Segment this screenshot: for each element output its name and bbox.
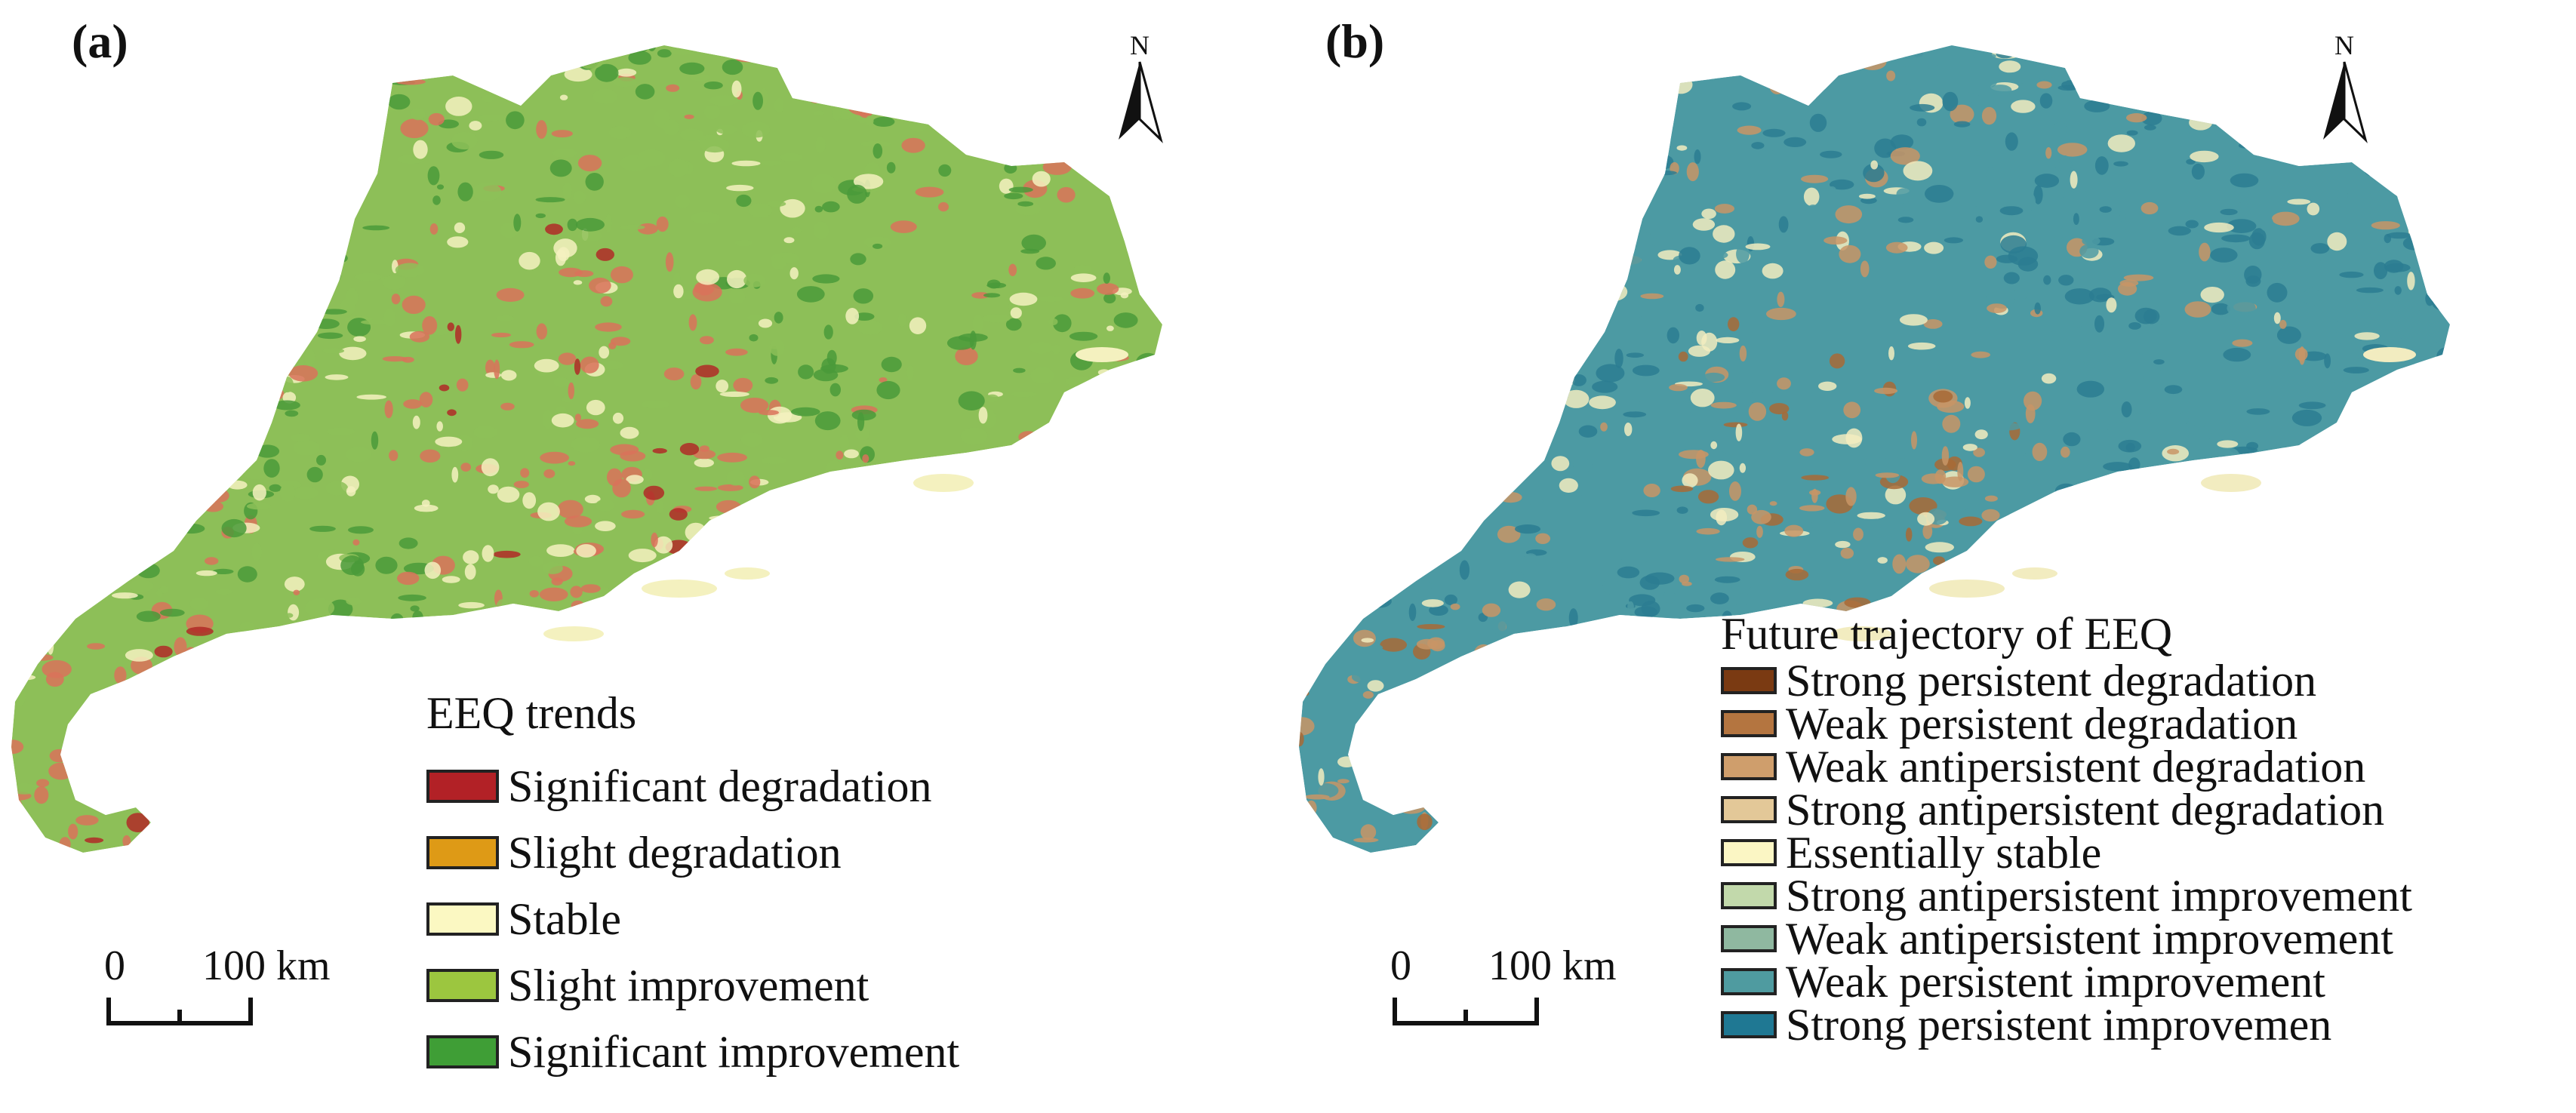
legend-item: Strong persistent degradation [1721,656,2316,705]
island [2363,347,2416,362]
legend-swatch [1721,796,1777,823]
legend-label: Weak persistent degradation [1786,699,2298,749]
scale-bar-a [106,996,264,1030]
scale-zero-a: 0 [104,942,125,989]
map-a-eeq-trends [11,45,1162,853]
legend-item: Strong persistent improvemen [1721,1001,2331,1049]
legend-swatch [426,836,499,869]
island [913,474,974,492]
island [2012,567,2057,580]
scale-distance-b: 100 km [1488,942,1617,989]
legend-label: Slight degradation [508,828,842,878]
panel-b: (b) N Future trajectory of EEQ Strong pe… [1288,0,2576,1113]
legend-swatch [1721,925,1777,952]
legend-label: Essentially stable [1786,828,2102,878]
north-arrow-b: N [2314,30,2374,143]
scale-bar-b [1392,996,1550,1030]
north-label: N [1130,30,1150,60]
legend-swatch [426,1035,499,1068]
legend-title-b: Future trajectory of EEQ [1721,609,2173,659]
scale-distance-a: 100 km [202,942,331,989]
legend-item: Weak antipersistent degradation [1721,743,2365,791]
legend-swatch [1721,839,1777,866]
island [2201,474,2261,492]
island [1076,347,1128,362]
legend-item: Strong antipersistent improvement [1721,872,2412,920]
north-arrow-icon [2323,61,2368,143]
legend-item: Weak persistent improvement [1721,958,2325,1006]
legend-item: Slight improvement [426,961,869,1010]
legend-swatch [1721,753,1777,780]
scale-zero-b: 0 [1390,942,1411,989]
legend-item: Weak antipersistent improvement [1721,915,2393,963]
island [543,626,604,641]
island [725,567,770,580]
legend-label: Significant degradation [508,761,932,811]
legend-swatch [1721,1011,1777,1038]
legend-label: Stable [508,894,621,944]
north-arrow-a: N [1109,30,1170,143]
legend-item: Essentially stable [1721,829,2101,877]
legend-label: Weak antipersistent improvement [1786,914,2393,964]
legend-label: Strong antipersistent improvement [1786,871,2412,921]
panel-a-label: (a) [72,14,128,68]
legend-swatch [426,770,499,803]
legend-swatch [1721,667,1777,694]
legend-label: Strong persistent improvemen [1786,1000,2332,1050]
legend-swatch [426,969,499,1002]
legend-label: Slight improvement [508,961,869,1010]
legend-item: Strong antipersistent degradation [1721,786,2384,834]
legend-swatch [1721,968,1777,995]
legend-label: Significant improvement [508,1027,960,1077]
legend-item: Significant improvement [426,1028,959,1076]
legend-label: Strong antipersistent degradation [1786,785,2385,835]
panel-b-label: (b) [1325,14,1385,68]
legend-label: Weak persistent improvement [1786,957,2325,1007]
scale-bar-icon [106,998,253,1025]
land-area [11,45,1162,853]
legend-item: Stable [426,895,621,943]
legend-item: Weak persistent degradation [1721,699,2297,748]
north-arrow-icon [1119,61,1163,143]
legend-swatch [1721,882,1777,909]
legend-label: Weak antipersistent degradation [1786,742,2366,792]
north-label: N [2334,30,2354,60]
island [1929,580,2005,598]
legend-swatch [426,902,499,936]
legend-label: Strong persistent degradation [1786,656,2317,706]
legend-item: Slight degradation [426,829,842,877]
scale-bar-icon [1393,998,1539,1025]
island [642,580,717,598]
panel-a: (a) N EEQ trends Significant degradation… [11,14,1170,1076]
island [1831,626,1891,641]
map-b-future-trajectory [1299,45,2450,853]
legend-item: Significant degradation [426,762,932,810]
legend-swatch [1721,710,1777,737]
legend-title-a: EEQ trends [426,688,637,738]
